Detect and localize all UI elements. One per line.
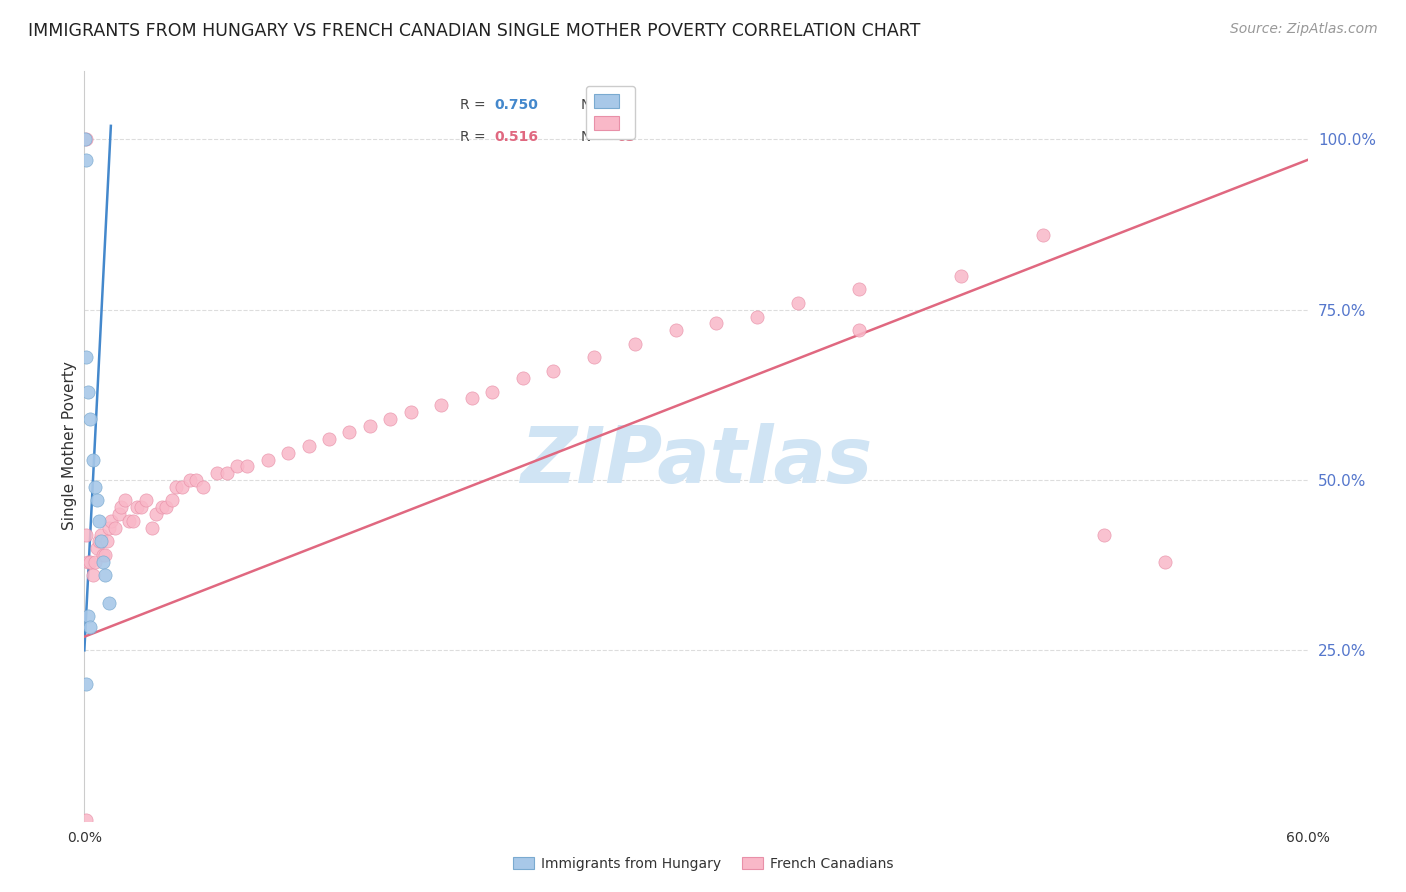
Point [100, 514, 122, 528]
Point [787, 296, 810, 310]
Point [399, 405, 422, 419]
Point [747, 310, 769, 324]
Point [135, 493, 157, 508]
Point [131, 500, 153, 515]
Text: R =: R = [460, 98, 494, 112]
Point [430, 398, 453, 412]
Point [122, 514, 145, 528]
Point [75, 132, 97, 146]
Point [226, 459, 249, 474]
Text: IMMIGRANTS FROM HUNGARY VS FRENCH CANADIAN SINGLE MOTHER POVERTY CORRELATION CHA: IMMIGRANTS FROM HUNGARY VS FRENCH CANADI… [28, 22, 921, 40]
Point [90, 534, 112, 549]
Point [481, 384, 503, 399]
Point [75, 813, 97, 827]
Point [79, 411, 101, 425]
Point [318, 432, 340, 446]
Point [624, 336, 647, 351]
Point [75, 153, 97, 167]
Point [339, 425, 361, 440]
Legend: , : , [586, 86, 634, 139]
Point [75, 351, 97, 365]
Point [79, 619, 101, 633]
Point [87, 514, 110, 528]
Point [96, 534, 118, 549]
Point [77, 609, 100, 624]
Text: R =: R = [460, 130, 494, 145]
Point [75, 677, 97, 691]
Point [706, 317, 728, 331]
Text: 63: 63 [616, 130, 636, 145]
Point [104, 521, 127, 535]
Point [79, 555, 101, 569]
Point [75, 132, 97, 146]
Point [110, 500, 132, 515]
Point [277, 446, 299, 460]
Point [191, 480, 214, 494]
Point [141, 521, 163, 535]
Y-axis label: Single Mother Poverty: Single Mother Poverty [62, 361, 77, 531]
Legend: Immigrants from Hungary, French Canadians: Immigrants from Hungary, French Canadian… [508, 851, 898, 876]
Point [950, 268, 973, 283]
Point [83, 480, 105, 494]
Point [87, 534, 110, 549]
Point [91, 548, 114, 562]
Point [118, 514, 141, 528]
Point [1092, 527, 1115, 541]
Point [205, 467, 228, 481]
Point [97, 596, 120, 610]
Point [93, 548, 115, 562]
Point [179, 473, 201, 487]
Point [114, 493, 136, 508]
Point [186, 473, 208, 487]
Point [86, 493, 108, 508]
Text: 16: 16 [616, 98, 636, 112]
Text: N =: N = [581, 130, 616, 145]
Point [298, 439, 321, 453]
Point [82, 568, 104, 582]
Point [665, 323, 688, 337]
Point [848, 282, 870, 296]
Point [108, 507, 131, 521]
Point [257, 452, 280, 467]
Point [77, 555, 100, 569]
Point [150, 500, 173, 515]
Point [1032, 227, 1054, 242]
Point [75, 527, 97, 541]
Point [145, 507, 167, 521]
Point [583, 351, 606, 365]
Point [1154, 555, 1177, 569]
Text: Source: ZipAtlas.com: Source: ZipAtlas.com [1230, 22, 1378, 37]
Point [77, 384, 100, 399]
Text: 0.750: 0.750 [494, 98, 538, 112]
Point [848, 323, 870, 337]
Point [155, 500, 177, 515]
Point [236, 459, 259, 474]
Point [97, 521, 120, 535]
Text: ZIPatlas: ZIPatlas [520, 423, 872, 499]
Point [90, 527, 112, 541]
Point [461, 392, 484, 406]
Point [127, 500, 149, 515]
Point [217, 467, 239, 481]
Point [82, 452, 104, 467]
Point [165, 480, 187, 494]
Point [83, 555, 105, 569]
Point [359, 418, 381, 433]
Point [543, 364, 565, 378]
Point [380, 411, 402, 425]
Point [86, 541, 108, 556]
Text: 0.516: 0.516 [494, 130, 538, 145]
Point [91, 555, 114, 569]
Point [160, 493, 183, 508]
Point [512, 371, 534, 385]
Text: N =: N = [581, 98, 616, 112]
Point [93, 568, 115, 582]
Point [172, 480, 194, 494]
